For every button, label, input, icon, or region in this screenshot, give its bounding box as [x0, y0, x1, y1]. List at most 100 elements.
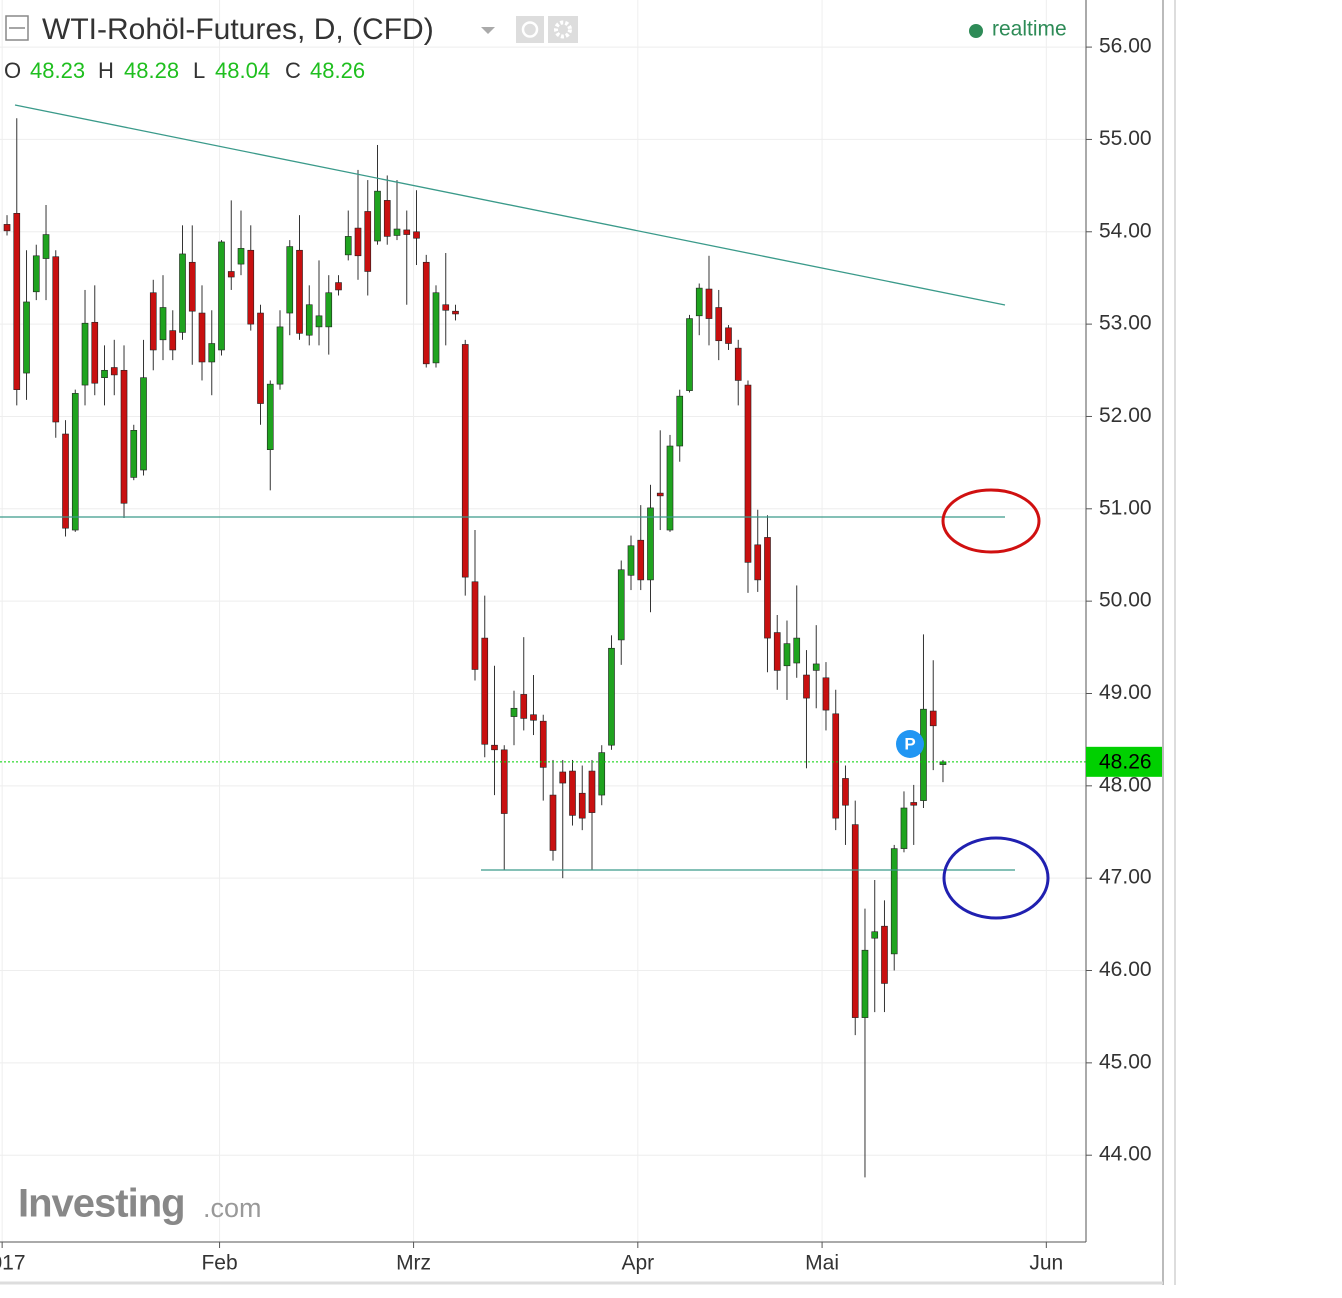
candle-body — [676, 395, 684, 447]
candle-body — [510, 707, 518, 717]
candle-body — [3, 224, 11, 232]
candle-body — [520, 694, 528, 719]
candle-body — [861, 949, 869, 1018]
x-tick-label: 2017 — [0, 1252, 26, 1275]
candle-body — [530, 714, 537, 721]
ohlc-letter: L — [193, 58, 205, 83]
candle-body — [812, 663, 820, 671]
gear-icon — [554, 20, 572, 39]
candle-body — [793, 637, 801, 664]
y-tick-label: 56.00 — [1099, 35, 1152, 58]
p-marker-text: P — [904, 734, 915, 753]
settings-button[interactable] — [548, 16, 578, 43]
candle-body — [344, 236, 352, 256]
candle-body — [539, 720, 547, 768]
ohlc-value: 48.04 — [215, 58, 270, 83]
eye-icon — [521, 21, 539, 38]
candle-body — [783, 643, 791, 667]
candle-body — [461, 344, 469, 578]
y-tick-label: 55.00 — [1099, 127, 1152, 150]
candle-body — [91, 321, 99, 384]
candle-body — [335, 282, 342, 291]
ohlc-letter: O — [4, 58, 21, 83]
last-price-label: 48.26 — [1099, 750, 1152, 773]
candle-body — [422, 261, 430, 365]
candle-body — [432, 292, 440, 364]
candle-body — [110, 367, 118, 376]
candle-body — [569, 770, 576, 816]
candle-body — [627, 545, 635, 576]
y-tick-label: 44.00 — [1099, 1143, 1152, 1166]
candle-body — [686, 318, 693, 391]
ohlc-value: 48.26 — [310, 58, 365, 83]
candle-body — [130, 430, 138, 478]
watermark-suffix: .com — [203, 1193, 262, 1223]
dropdown-arrow[interactable] — [481, 27, 495, 34]
candle-body — [257, 312, 264, 404]
x-tick-label: Jun — [1029, 1252, 1063, 1275]
candle-body — [286, 246, 294, 314]
blue-ellipse — [942, 836, 1050, 920]
candle-body — [413, 231, 420, 239]
candle-body — [939, 761, 947, 765]
eye-button[interactable] — [516, 16, 544, 43]
candle-body — [452, 310, 459, 315]
ohlc-header: O 48.23 H 48.28 L 48.04 C 48.26 — [4, 58, 365, 83]
ohlc-value: 48.23 — [30, 58, 85, 83]
candle-body — [32, 255, 40, 293]
candle-body — [179, 253, 186, 333]
candle-body — [471, 581, 479, 670]
candle-body — [929, 710, 937, 727]
candle-body — [754, 544, 762, 581]
x-tick-label: Apr — [621, 1252, 654, 1275]
ohlc-letter: H — [98, 58, 114, 83]
candle-body — [149, 292, 157, 351]
red-ellipse — [941, 488, 1041, 554]
candle-body — [608, 647, 615, 746]
candle-body — [81, 322, 89, 386]
candle-body — [442, 304, 450, 311]
candle-body — [890, 848, 898, 955]
candle-body — [101, 369, 108, 378]
candle-body — [13, 213, 21, 390]
candle-body — [227, 271, 235, 278]
y-tick-label: 46.00 — [1099, 958, 1152, 981]
ohlc-letter: C — [285, 58, 301, 83]
y-tick-label: 51.00 — [1099, 496, 1152, 519]
candle-body — [237, 248, 245, 265]
candle-body — [764, 537, 771, 639]
candle-body — [393, 228, 401, 236]
candle-body — [159, 307, 167, 341]
candle-body — [354, 227, 362, 257]
y-tick-label: 48.00 — [1099, 773, 1152, 796]
candle-body — [23, 301, 30, 374]
candle-body — [871, 931, 879, 939]
candle-body — [920, 708, 927, 801]
candle-body — [734, 347, 742, 381]
last-price-tag — [1086, 746, 1162, 777]
candle-body — [705, 288, 713, 319]
candle-body — [695, 287, 703, 317]
chart-title: WTI-Rohöl-Futures, D, (CFD) — [42, 13, 434, 46]
candle-body — [851, 824, 859, 1018]
y-tick-label: 54.00 — [1099, 219, 1152, 242]
candle-body — [325, 292, 333, 328]
candle-body — [881, 925, 888, 984]
candle-body — [617, 569, 625, 641]
candle-body — [266, 383, 274, 451]
x-tick-label: Feb — [201, 1252, 237, 1275]
candle-body — [188, 261, 196, 312]
candle-body — [725, 327, 732, 344]
candle-body — [140, 377, 147, 471]
candle-body — [549, 794, 557, 851]
candle-body — [208, 343, 216, 363]
candle-body — [900, 807, 908, 849]
candle-body — [500, 749, 508, 814]
y-tick-label: 50.00 — [1099, 589, 1152, 612]
candle-body — [832, 713, 840, 819]
realtime-label: realtime — [992, 18, 1067, 41]
candle-body — [647, 507, 654, 581]
y-tick-label: 49.00 — [1099, 681, 1152, 704]
